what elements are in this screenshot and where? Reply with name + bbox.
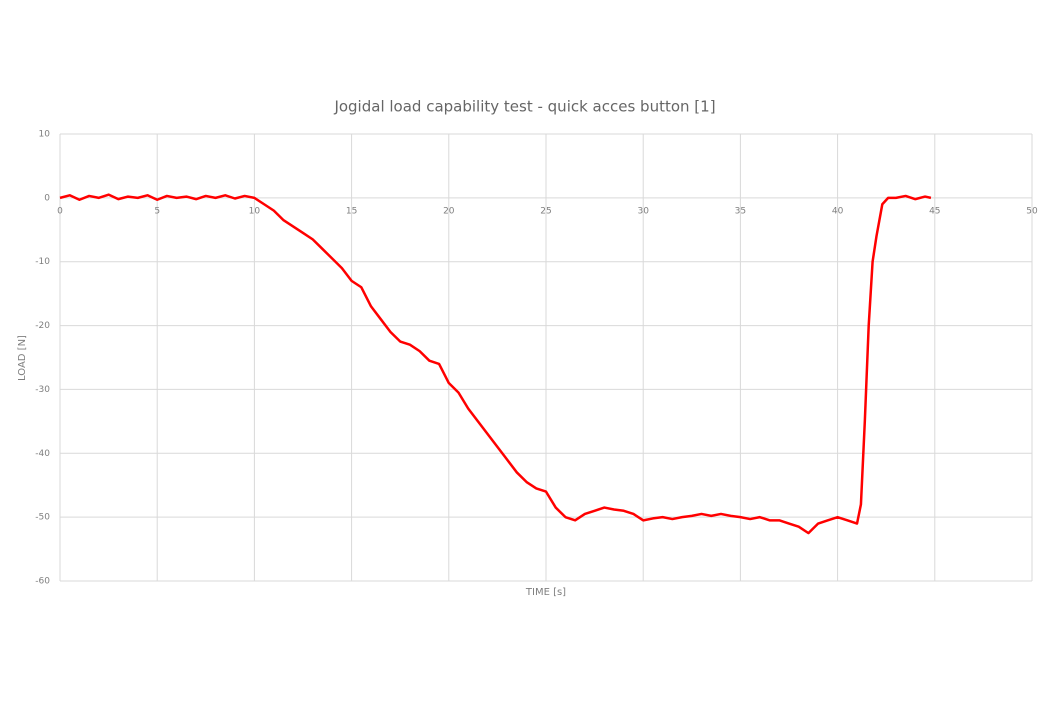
x-tick-label: 10 (249, 206, 261, 216)
x-tick-label: 50 (1026, 206, 1038, 216)
y-tick-label: 0 (44, 193, 50, 203)
y-tick-label: -50 (35, 513, 50, 523)
y-tick-label: -30 (35, 385, 50, 395)
x-axis-label: TIME [s] (525, 587, 566, 598)
x-tick-label: 5 (154, 206, 160, 216)
x-tick-label: 25 (540, 206, 551, 216)
data-line (59, 193, 932, 535)
y-tick-label: -60 (35, 577, 50, 587)
x-tick-label: 20 (443, 206, 455, 216)
y-tick-label: -10 (35, 257, 50, 267)
x-tick-label: 15 (346, 206, 357, 216)
x-tick-label: 35 (735, 206, 746, 216)
x-tick-label: 0 (57, 206, 63, 216)
y-tick-label: -20 (35, 321, 50, 331)
x-tick-label: 40 (832, 206, 844, 216)
chart-title: Jogidal load capability test - quick acc… (333, 98, 715, 116)
y-tick-label: -40 (35, 449, 50, 459)
x-tick-label: 45 (929, 206, 940, 216)
y-axis-label: LOAD [N] (17, 335, 28, 381)
x-tick-label: 30 (637, 206, 649, 216)
y-tick-label: 10 (39, 130, 51, 140)
